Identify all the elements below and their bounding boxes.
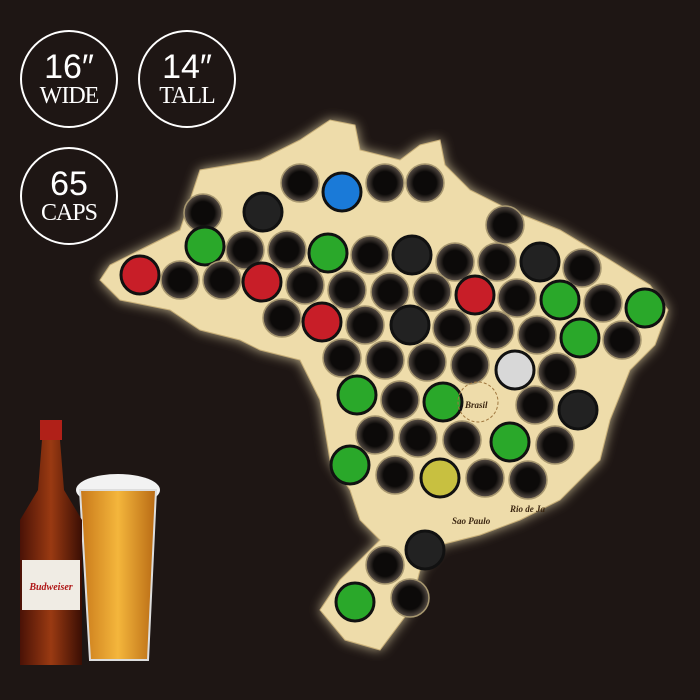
empty-cap-hole — [370, 272, 410, 312]
height-unit: TALL — [159, 83, 215, 109]
bottle-cap — [454, 274, 496, 316]
empty-cap-hole — [375, 455, 415, 495]
bottle-cap — [329, 444, 371, 486]
empty-cap-hole — [365, 163, 405, 203]
empty-cap-hole — [583, 283, 623, 323]
empty-cap-hole — [450, 345, 490, 385]
empty-cap-hole — [285, 265, 325, 305]
bottle-cap — [519, 241, 561, 283]
empty-cap-hole — [602, 320, 642, 360]
bottle-label: Budweiser — [28, 582, 72, 593]
empty-cap-hole — [280, 163, 320, 203]
cap-holes — [119, 163, 666, 623]
caps-value: 65 — [50, 165, 88, 203]
empty-cap-hole — [327, 270, 367, 310]
empty-cap-hole — [497, 278, 537, 318]
empty-cap-hole — [267, 230, 307, 270]
country-label: Brasil — [464, 400, 488, 410]
empty-cap-hole — [365, 340, 405, 380]
empty-cap-hole — [345, 305, 385, 345]
bottle-cap — [301, 301, 343, 343]
empty-cap-hole — [508, 460, 548, 500]
empty-cap-hole — [477, 242, 517, 282]
bottle-cap — [404, 529, 446, 571]
bottle-cap — [389, 304, 431, 346]
city-label-sao-paulo: Sao Paulo — [452, 516, 491, 526]
bottle-cap — [321, 171, 363, 213]
empty-cap-hole — [432, 308, 472, 348]
city-label-rio: Rio de Ja — [509, 504, 545, 514]
width-value: 16″ — [44, 48, 94, 86]
empty-cap-hole — [535, 425, 575, 465]
empty-cap-hole — [465, 458, 505, 498]
bottle-cap — [419, 457, 461, 499]
width-unit: WIDE — [39, 83, 100, 109]
empty-cap-hole — [485, 205, 525, 245]
empty-cap-hole — [562, 248, 602, 288]
caps-unit: CAPS — [40, 200, 98, 226]
beer-glass — [76, 474, 160, 661]
beer-bottle: Budweiser — [20, 420, 82, 665]
bottle-cap — [241, 261, 283, 303]
bottle-cap — [539, 279, 581, 321]
empty-cap-hole — [262, 298, 302, 338]
bottle-cap — [184, 225, 226, 267]
brasil-emblem: Brasil — [457, 381, 499, 423]
bottle-cap — [557, 389, 599, 431]
empty-cap-hole — [225, 230, 265, 270]
empty-cap-hole — [537, 352, 577, 392]
bottle-cap — [391, 234, 433, 276]
empty-cap-hole — [322, 338, 362, 378]
empty-cap-hole — [515, 385, 555, 425]
empty-cap-hole — [202, 260, 242, 300]
empty-cap-hole — [398, 418, 438, 458]
height-badge: 14″ TALL — [138, 30, 236, 128]
empty-cap-hole — [365, 545, 405, 585]
empty-cap-hole — [380, 380, 420, 420]
height-value: 14″ — [162, 48, 212, 86]
bottle-cap — [624, 287, 666, 329]
bottle-cap — [336, 374, 378, 416]
bottle-cap — [494, 349, 536, 391]
bottle-cap — [422, 381, 464, 423]
empty-cap-hole — [390, 578, 430, 618]
empty-cap-hole — [412, 272, 452, 312]
bottle-cap — [334, 581, 376, 623]
empty-cap-hole — [517, 315, 557, 355]
empty-cap-hole — [435, 242, 475, 282]
bottle-cap — [119, 254, 161, 296]
caps-badge: 65 CAPS — [20, 147, 118, 245]
width-badge: 16″ WIDE — [20, 30, 118, 128]
empty-cap-hole — [405, 163, 445, 203]
empty-cap-hole — [350, 235, 390, 275]
bottle-cap — [242, 191, 284, 233]
empty-cap-hole — [442, 420, 482, 460]
bottle-cap — [559, 317, 601, 359]
empty-cap-hole — [407, 342, 447, 382]
empty-cap-hole — [475, 310, 515, 350]
bottle-cap — [307, 232, 349, 274]
bottle-cap — [489, 421, 531, 463]
empty-cap-hole — [160, 260, 200, 300]
empty-cap-hole — [355, 415, 395, 455]
